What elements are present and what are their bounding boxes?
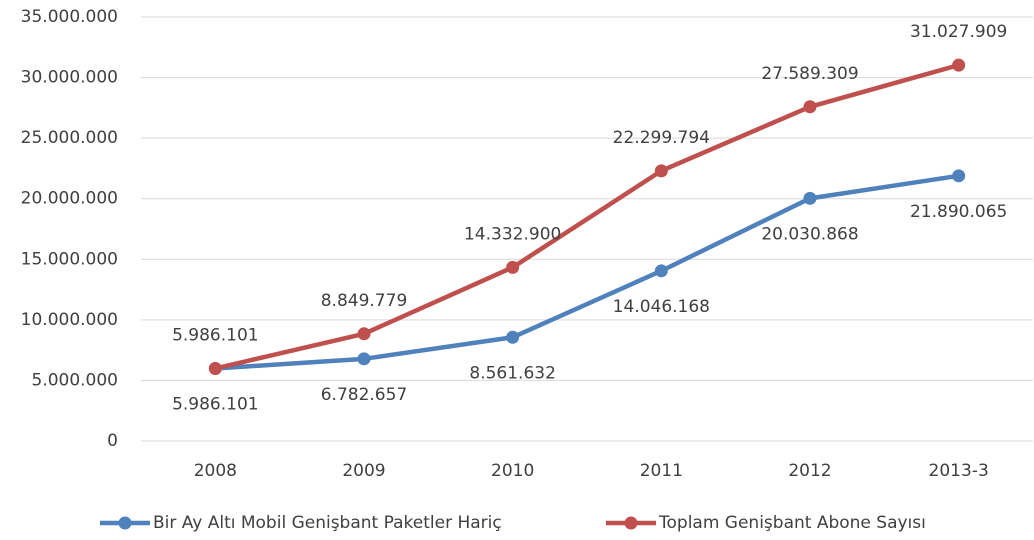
data-point [506, 330, 520, 344]
data-label: 5.986.101 [172, 394, 259, 414]
data-label: 6.782.657 [321, 385, 408, 405]
data-point [803, 100, 817, 114]
series-line [215, 173, 960, 371]
data-label: 8.849.779 [321, 291, 408, 311]
x-tick-label: 2011 [640, 461, 683, 481]
y-tick-label: 25.000.000 [21, 128, 118, 148]
data-label: 20.030.868 [761, 224, 858, 244]
y-tick-label: 20.000.000 [21, 189, 118, 209]
data-label: 21.890.065 [910, 202, 1007, 222]
data-point [654, 264, 668, 278]
data-label: 8.561.632 [469, 363, 556, 383]
data-point [952, 169, 966, 183]
data-label: 14.046.168 [613, 297, 710, 317]
data-point [357, 352, 371, 366]
y-tick-label: 15.000.000 [21, 249, 118, 269]
legend-label: Bir Ay Altı Mobil Genişbant Paketler Har… [153, 513, 502, 533]
x-tick-label: 2012 [788, 461, 831, 481]
data-label: 31.027.909 [910, 22, 1007, 42]
y-tick-label: 35.000.000 [21, 7, 118, 27]
y-tick-label: 10.000.000 [21, 310, 118, 330]
data-label: 27.589.309 [761, 64, 858, 84]
x-tick-label: 2009 [342, 461, 385, 481]
data-point [803, 191, 817, 205]
data-point [654, 164, 668, 178]
series-line [214, 62, 960, 371]
x-tick-label: 2008 [194, 461, 237, 481]
y-tick-label: 30.000.000 [21, 68, 118, 88]
data-point [357, 327, 371, 341]
legend-label: Toplam Genişbant Abone Sayısı [658, 513, 926, 533]
y-tick-label: 5.000.000 [31, 370, 118, 390]
x-tick-label: 2010 [491, 461, 534, 481]
data-label: 22.299.794 [613, 128, 710, 148]
data-point [952, 58, 966, 72]
data-label: 14.332.900 [464, 224, 561, 244]
x-tick-label: 2013-3 [929, 461, 989, 481]
data-point [506, 260, 520, 274]
y-tick-label: 0 [107, 431, 118, 451]
data-point [208, 361, 222, 375]
legend-marker [118, 516, 132, 530]
legend-marker [624, 516, 638, 530]
data-label: 5.986.101 [172, 325, 259, 345]
